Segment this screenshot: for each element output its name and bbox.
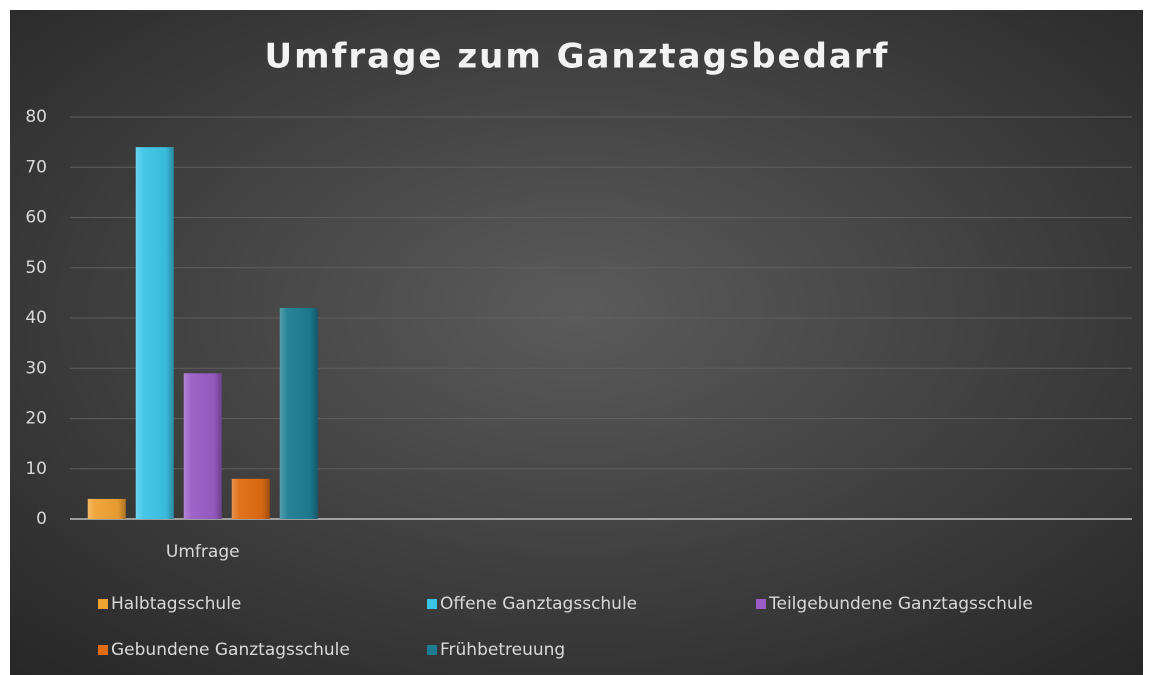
y-tick-label: 80	[25, 107, 47, 127]
legend-label: Frühbetreuung	[440, 640, 565, 660]
chart-background	[10, 10, 1143, 675]
chart-title: Umfrage zum Ganztagsbedarf	[265, 37, 890, 77]
legend-label: Gebundene Ganztagsschule	[111, 640, 350, 660]
legend-swatch	[98, 599, 108, 609]
legend-swatch	[756, 599, 766, 609]
bar	[183, 373, 222, 519]
bar	[87, 498, 126, 519]
legend-swatch	[427, 645, 437, 655]
legend-label: Offene Ganztagsschule	[440, 594, 637, 614]
y-tick-label: 60	[25, 208, 47, 228]
y-tick-label: 20	[25, 409, 47, 429]
bar	[231, 478, 270, 519]
legend-label: Teilgebundene Ganztagsschule	[768, 594, 1033, 614]
y-tick-label: 70	[25, 157, 47, 177]
y-tick-label: 40	[25, 308, 47, 328]
x-tick-label: Umfrage	[166, 542, 240, 562]
y-tick-label: 0	[36, 509, 47, 529]
bar	[279, 307, 318, 519]
y-tick-label: 50	[25, 258, 47, 278]
legend-swatch	[427, 599, 437, 609]
bar	[135, 147, 174, 519]
y-tick-label: 10	[25, 459, 47, 479]
legend-label: Halbtagsschule	[111, 594, 241, 614]
legend-swatch	[98, 645, 108, 655]
y-tick-label: 30	[25, 358, 47, 378]
